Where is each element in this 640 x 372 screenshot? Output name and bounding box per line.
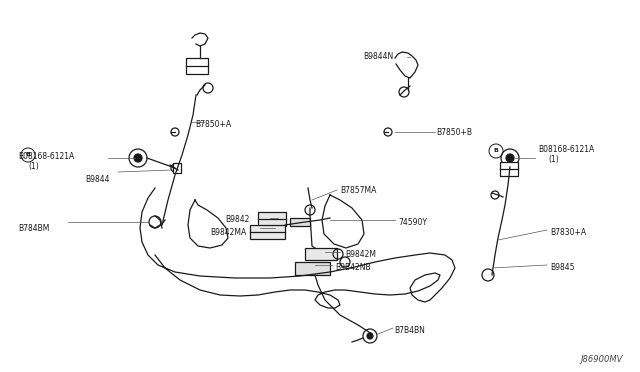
Text: (1): (1) [28, 162, 39, 171]
Circle shape [367, 333, 373, 339]
Text: J86900MV: J86900MV [580, 355, 622, 364]
Text: B9844N: B9844N [363, 52, 393, 61]
Bar [290, 218, 310, 226]
Bar [186, 58, 208, 74]
Bar [305, 248, 337, 260]
Text: B9B42NB: B9B42NB [335, 263, 371, 272]
Text: B9845: B9845 [550, 263, 575, 272]
Text: B7850+A: B7850+A [195, 120, 231, 129]
Text: B7830+A: B7830+A [550, 228, 586, 237]
Text: B7B4BN: B7B4BN [394, 326, 425, 335]
Text: B9844: B9844 [85, 175, 109, 184]
Text: B9842: B9842 [225, 215, 250, 224]
Text: B08168-6121A: B08168-6121A [18, 152, 74, 161]
Text: (1): (1) [548, 155, 559, 164]
Text: B: B [26, 153, 31, 157]
Bar [258, 212, 286, 226]
Text: 74590Y: 74590Y [398, 218, 427, 227]
Bar [250, 225, 285, 239]
Text: B7857MA: B7857MA [340, 186, 376, 195]
Text: B9842MA: B9842MA [210, 228, 246, 237]
Text: B08168-6121A: B08168-6121A [538, 145, 595, 154]
Text: B: B [493, 148, 499, 154]
Text: B7850+B: B7850+B [436, 128, 472, 137]
Bar [295, 262, 330, 275]
Bar [173, 163, 181, 173]
Text: B9842M: B9842M [345, 250, 376, 259]
Bar [500, 162, 518, 176]
Text: B784BM: B784BM [18, 224, 49, 233]
Circle shape [506, 154, 514, 162]
Circle shape [134, 154, 142, 162]
